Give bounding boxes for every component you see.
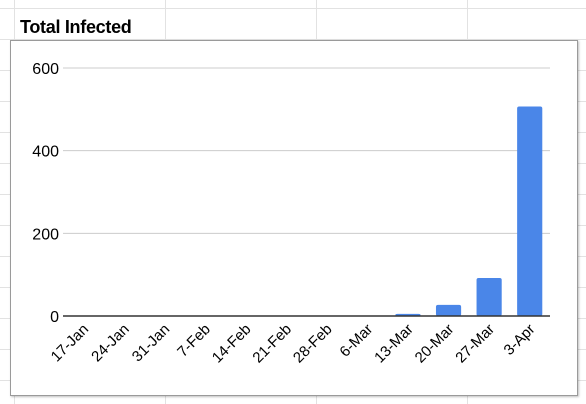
y-tick-label: 400: [32, 144, 59, 161]
x-tick-label: 17-Jan: [48, 321, 92, 365]
x-tick-label: 20-Mar: [412, 321, 458, 367]
bar[interactable]: [476, 277, 502, 316]
x-tick-label: 13-Mar: [371, 321, 417, 367]
bar[interactable]: [517, 106, 543, 316]
x-tick-label: 21-Feb: [249, 321, 295, 367]
y-tick-label: 200: [32, 226, 59, 243]
bar[interactable]: [435, 304, 462, 316]
x-tick-label: 31-Jan: [129, 321, 173, 365]
y-tick-label: 600: [32, 61, 59, 78]
bars: [395, 106, 543, 316]
x-tick-label: 24-Jan: [88, 321, 132, 365]
x-tick-label: 28-Feb: [290, 321, 336, 367]
y-axis-ticks: 0 200 400 600: [32, 61, 59, 326]
gridlines: [63, 67, 550, 234]
y-tick-label: 0: [50, 309, 59, 326]
chart-title: Total Infected: [18, 17, 134, 38]
x-tick-label: 27-Mar: [452, 321, 498, 367]
chart-frame[interactable]: [10, 40, 578, 396]
x-tick-label: 14-Feb: [209, 321, 255, 367]
x-tick-label: 3-Apr: [501, 321, 539, 359]
